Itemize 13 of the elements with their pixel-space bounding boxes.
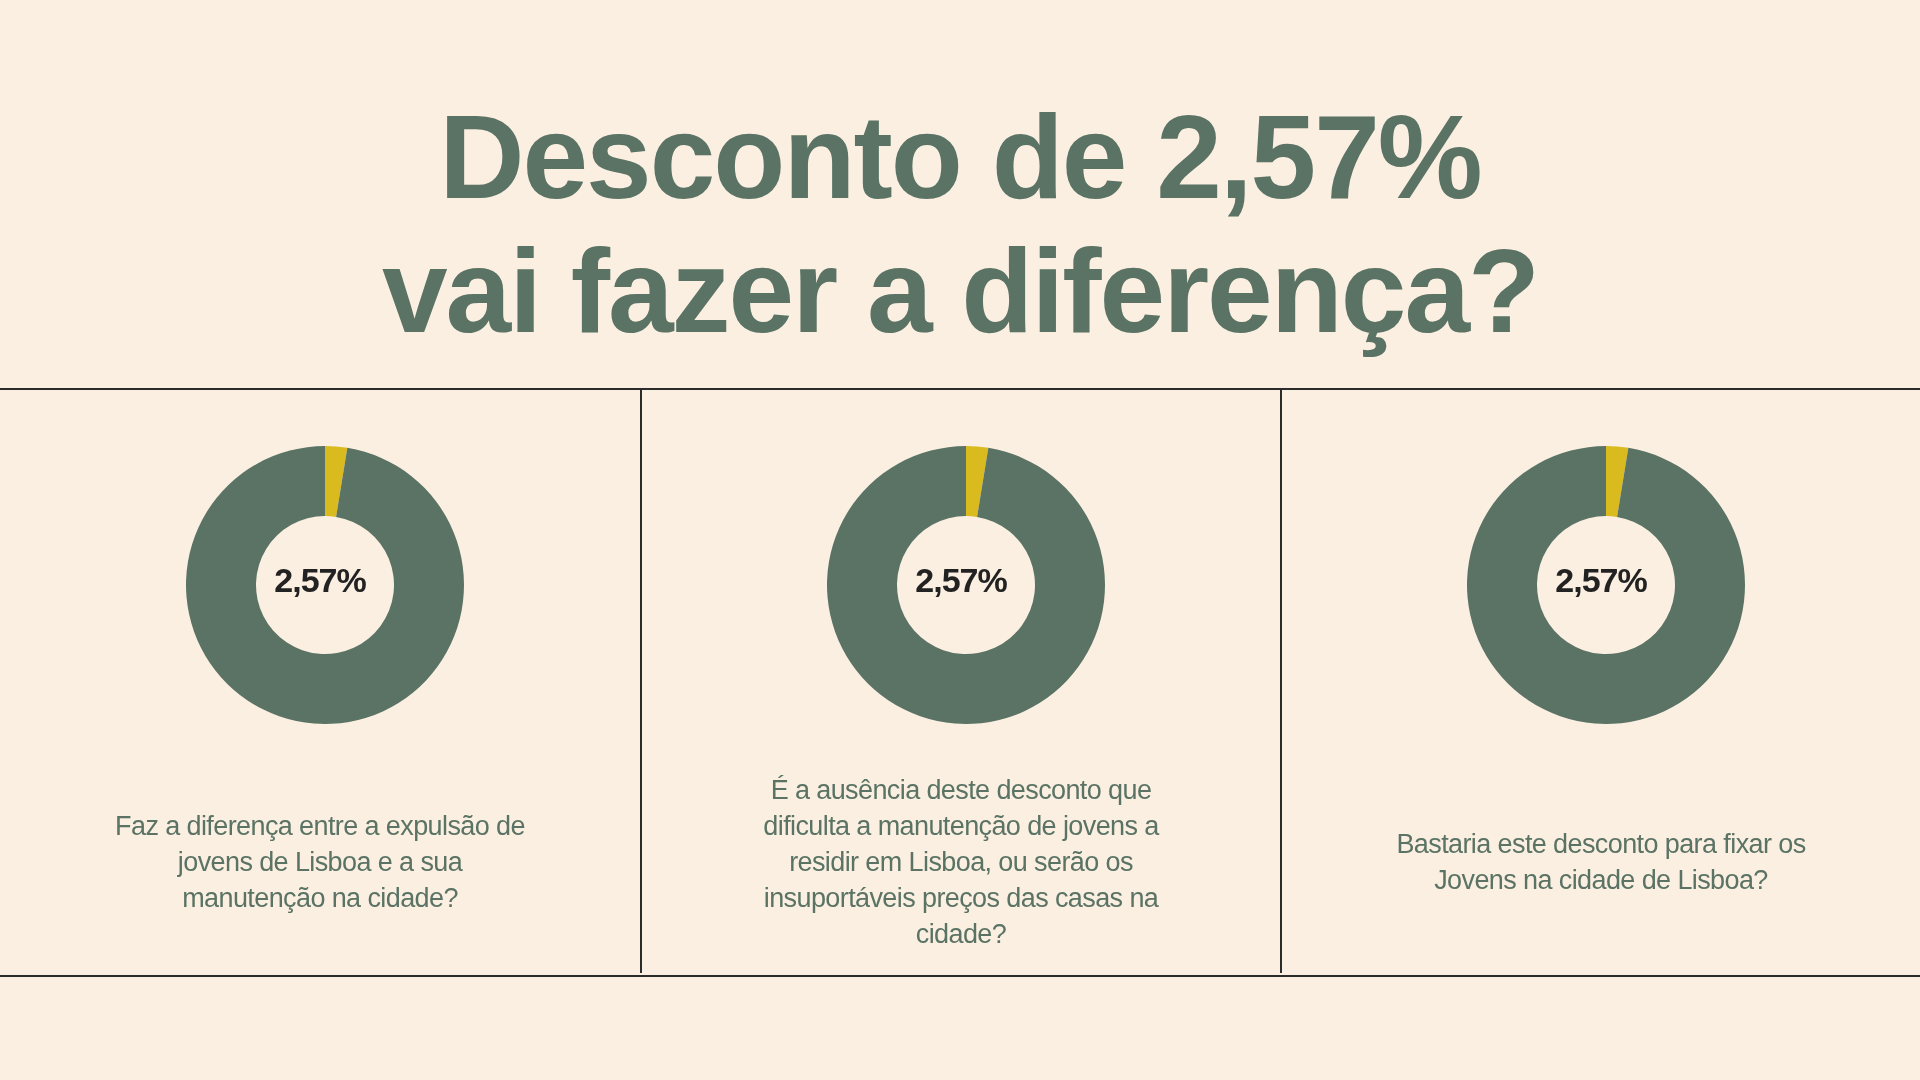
donut-slice (325, 446, 348, 517)
text: Faz a diferença entre a expulsão de jovens de Lisboa e a sua manutenção na cidade? (114, 809, 526, 915)
donut-slice (966, 446, 989, 517)
text: É a ausência deste desconto que dificulta a manutenção de jovens a residir em Lisboa, ou serão os insuportáveis preços das casas na cidade? (762, 773, 1161, 951)
text: 2,57% (914, 559, 1008, 601)
text: Bastaria este desconto para fixar os Jovens na cidade de Lisboa? (1395, 827, 1807, 897)
text: 2,57% (1554, 559, 1648, 601)
donut-slice (186, 446, 464, 724)
donut-slice (1467, 446, 1745, 724)
text: 2,57% (273, 559, 367, 601)
donut-slice (827, 446, 1105, 724)
donut-slice (1606, 446, 1629, 517)
text: Desconto de 2,57% vai fazer a diferença? (380, 90, 1540, 358)
